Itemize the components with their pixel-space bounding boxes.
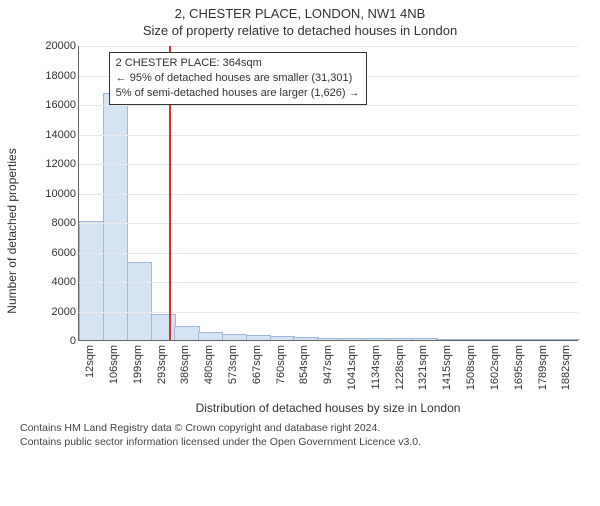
x-tick-label: 1134sqm xyxy=(370,345,382,405)
gridline xyxy=(79,282,578,283)
gridline xyxy=(79,312,578,313)
histogram-bar xyxy=(79,221,104,340)
x-tick-label: 1789sqm xyxy=(537,345,549,405)
y-tick-label: 18000 xyxy=(36,70,76,82)
y-tick-label: 12000 xyxy=(36,158,76,170)
x-tick-label: 947sqm xyxy=(322,345,334,405)
x-tick-label: 293sqm xyxy=(156,345,168,405)
histogram-bar xyxy=(317,338,342,340)
x-tick-label: 1602sqm xyxy=(489,345,501,405)
x-tick-label: 480sqm xyxy=(203,345,215,405)
gridline xyxy=(79,164,578,165)
x-tick-label: 760sqm xyxy=(275,345,287,405)
histogram-bar xyxy=(532,339,557,340)
histogram-bar xyxy=(389,338,414,340)
histogram-bar xyxy=(127,262,152,340)
annotation-line-2: ← 95% of detached houses are smaller (31… xyxy=(116,71,360,86)
histogram-bar xyxy=(365,338,390,340)
y-tick-label: 2000 xyxy=(36,306,76,318)
gridline xyxy=(79,194,578,195)
gridline xyxy=(79,253,578,254)
y-tick-label: 0 xyxy=(36,335,76,347)
x-tick-label: 854sqm xyxy=(298,345,310,405)
x-tick-label: 199sqm xyxy=(132,345,144,405)
x-tick-label: 1415sqm xyxy=(441,345,453,405)
y-tick-label: 4000 xyxy=(36,276,76,288)
x-tick-label: 667sqm xyxy=(251,345,263,405)
x-tick-label: 1882sqm xyxy=(560,345,572,405)
annotation-line-1: 2 CHESTER PLACE: 364sqm xyxy=(116,56,360,71)
annotation-line-3: 5% of semi-detached houses are larger (1… xyxy=(116,86,360,101)
histogram-bar xyxy=(174,326,199,340)
x-tick-label: 12sqm xyxy=(84,345,96,405)
chart-title: 2, CHESTER PLACE, LONDON, NW1 4NB xyxy=(0,6,600,21)
gridline xyxy=(79,105,578,106)
histogram-bar xyxy=(412,338,437,340)
chart-container: Number of detached properties 2 CHESTER … xyxy=(20,46,580,416)
histogram-bar xyxy=(151,314,176,340)
histogram-bar xyxy=(103,93,128,340)
plot-area: 2 CHESTER PLACE: 364sqm ← 95% of detache… xyxy=(78,46,578,341)
annotation-box: 2 CHESTER PLACE: 364sqm ← 95% of detache… xyxy=(109,52,367,105)
histogram-bar xyxy=(555,339,580,340)
y-tick-label: 16000 xyxy=(36,99,76,111)
x-tick-label: 1041sqm xyxy=(346,345,358,405)
y-tick-label: 14000 xyxy=(36,129,76,141)
x-tick-label: 1228sqm xyxy=(394,345,406,405)
histogram-bar xyxy=(484,339,509,340)
x-tick-label: 106sqm xyxy=(108,345,120,405)
footer-line-2: Contains public sector information licen… xyxy=(20,436,580,450)
gridline xyxy=(79,135,578,136)
y-tick-label: 20000 xyxy=(36,40,76,52)
footer-attribution: Contains HM Land Registry data © Crown c… xyxy=(20,422,580,449)
histogram-bar xyxy=(293,337,318,340)
x-tick-label: 1321sqm xyxy=(417,345,429,405)
histogram-bar xyxy=(508,339,533,340)
x-tick-label: 386sqm xyxy=(179,345,191,405)
histogram-bar xyxy=(222,334,247,340)
histogram-bar xyxy=(246,335,271,340)
x-tick-label: 1508sqm xyxy=(465,345,477,405)
y-tick-label: 10000 xyxy=(36,188,76,200)
footer-line-1: Contains HM Land Registry data © Crown c… xyxy=(20,422,580,436)
histogram-bar xyxy=(270,336,295,340)
histogram-bar xyxy=(341,338,366,340)
histogram-bar xyxy=(198,332,223,340)
histogram-bar xyxy=(460,339,485,340)
histogram-bar xyxy=(436,339,461,340)
y-axis-label: Number of detached properties xyxy=(5,148,19,313)
chart-subtitle: Size of property relative to detached ho… xyxy=(0,23,600,38)
x-tick-label: 1695sqm xyxy=(513,345,525,405)
y-tick-label: 8000 xyxy=(36,217,76,229)
x-axis-label: Distribution of detached houses by size … xyxy=(78,401,578,415)
gridline xyxy=(79,223,578,224)
gridline xyxy=(79,46,578,47)
y-tick-label: 6000 xyxy=(36,247,76,259)
x-tick-label: 573sqm xyxy=(227,345,239,405)
